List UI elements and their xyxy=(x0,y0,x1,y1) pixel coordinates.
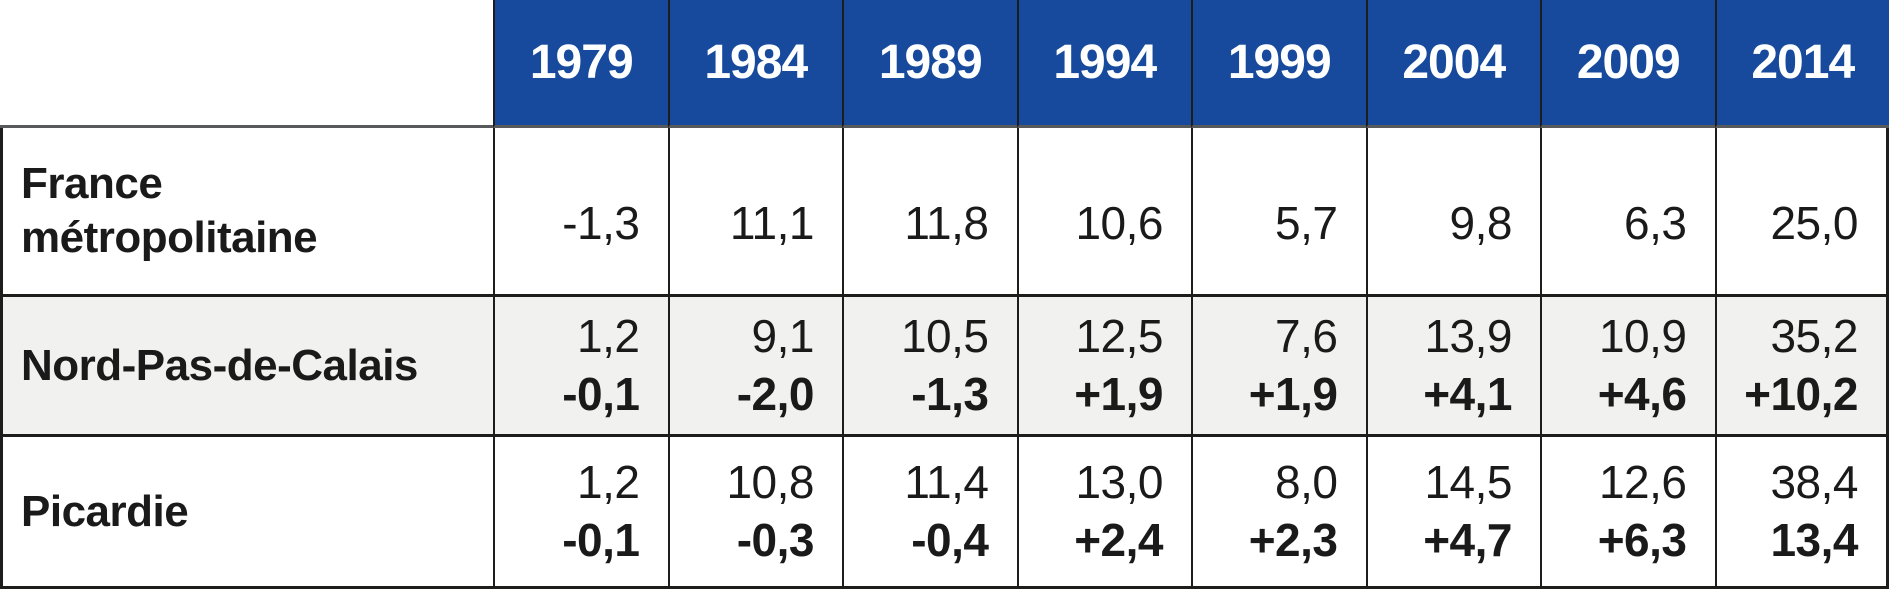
value-cell: 38,4 13,4 xyxy=(1714,437,1889,589)
value-delta: +6,3 xyxy=(1597,513,1687,566)
value-primary: 11,1 xyxy=(729,197,815,250)
value-delta: -0,4 xyxy=(911,513,989,566)
value-delta: -0,1 xyxy=(562,367,640,420)
value-cell: 14,5 +4,7 xyxy=(1365,437,1540,589)
value-delta: +2,3 xyxy=(1248,513,1338,566)
value-delta: -1,3 xyxy=(911,367,989,420)
value-cell: 13,0 +2,4 xyxy=(1016,437,1191,589)
value-cell: 1,2 -0,1 xyxy=(493,437,668,589)
value-primary: 38,4 xyxy=(1770,455,1858,508)
year-header: 1979 xyxy=(493,0,668,128)
year-header: 2004 xyxy=(1365,0,1540,128)
value-cell: 1,2 -0,1 xyxy=(493,297,668,437)
value-primary: 5,7 xyxy=(1275,197,1338,250)
value-primary: 10,9 xyxy=(1598,309,1687,362)
value-delta: +4,1 xyxy=(1423,367,1512,420)
value-cell: 11,8 xyxy=(842,128,1017,297)
value-primary: 12,6 xyxy=(1598,455,1687,508)
value-cell: 9,1 -2,0 xyxy=(667,297,842,437)
value-cell: 13,9 +4,1 xyxy=(1365,297,1540,437)
value-cell: 12,6 +6,3 xyxy=(1540,437,1715,589)
year-header: 1984 xyxy=(667,0,842,128)
value-delta: +1,9 xyxy=(1248,367,1338,420)
value-primary: 13,0 xyxy=(1075,455,1163,508)
value-primary: 14,5 xyxy=(1424,455,1512,508)
row-label: Nord-Pas-de-Calais xyxy=(0,297,493,437)
value-primary: 6,3 xyxy=(1624,197,1687,250)
year-header: 1989 xyxy=(842,0,1017,128)
value-cell: 35,2 +10,2 xyxy=(1714,297,1889,437)
value-cell: 12,5 +1,9 xyxy=(1016,297,1191,437)
value-cell: 8,0 +2,3 xyxy=(1191,437,1366,589)
value-primary: 13,9 xyxy=(1424,309,1512,362)
value-primary: -1,3 xyxy=(562,197,640,250)
value-delta: -0,3 xyxy=(736,513,815,566)
value-primary: 35,2 xyxy=(1770,309,1858,362)
value-primary: 11,8 xyxy=(904,197,989,250)
year-header: 2014 xyxy=(1714,0,1889,128)
row-label: France métropolitaine xyxy=(0,128,493,297)
value-primary: 10,8 xyxy=(726,455,814,508)
value-cell: 10,8 -0,3 xyxy=(667,437,842,589)
value-cell: 11,4 -0,4 xyxy=(842,437,1017,589)
value-delta: -2,0 xyxy=(736,367,815,420)
value-primary: 11,4 xyxy=(904,455,989,508)
value-cell: 25,0 xyxy=(1714,128,1889,297)
value-cell: 6,3 xyxy=(1540,128,1715,297)
year-header: 2009 xyxy=(1540,0,1715,128)
value-primary: 9,8 xyxy=(1449,197,1513,250)
value-delta: +1,9 xyxy=(1074,367,1163,420)
value-delta: +4,7 xyxy=(1423,513,1512,566)
value-cell: 5,7 xyxy=(1191,128,1366,297)
value-primary: 8,0 xyxy=(1275,455,1338,508)
year-header: 1994 xyxy=(1016,0,1191,128)
value-primary: 1,2 xyxy=(577,309,640,362)
value-primary: 12,5 xyxy=(1075,309,1163,362)
row-label: Picardie xyxy=(0,437,493,589)
value-primary: 10,6 xyxy=(1075,197,1163,250)
value-primary: 10,5 xyxy=(900,309,989,362)
value-cell: 11,1 xyxy=(667,128,842,297)
value-delta: +4,6 xyxy=(1597,367,1687,420)
table-corner xyxy=(0,0,493,128)
value-primary: 9,1 xyxy=(751,309,815,362)
value-cell: 10,9 +4,6 xyxy=(1540,297,1715,437)
value-cell: 10,5 -1,3 xyxy=(842,297,1017,437)
value-delta: +10,2 xyxy=(1744,367,1858,420)
value-cell: 10,6 xyxy=(1016,128,1191,297)
value-primary: 25,0 xyxy=(1770,197,1858,250)
value-cell: -1,3 xyxy=(493,128,668,297)
value-primary: 1,2 xyxy=(577,455,640,508)
value-primary: 7,6 xyxy=(1275,309,1338,362)
value-delta: 13,4 xyxy=(1770,513,1858,566)
value-cell: 9,8 xyxy=(1365,128,1540,297)
year-header: 1999 xyxy=(1191,0,1366,128)
value-delta: -0,1 xyxy=(562,513,640,566)
value-delta: +2,4 xyxy=(1074,513,1163,566)
value-cell: 7,6 +1,9 xyxy=(1191,297,1366,437)
